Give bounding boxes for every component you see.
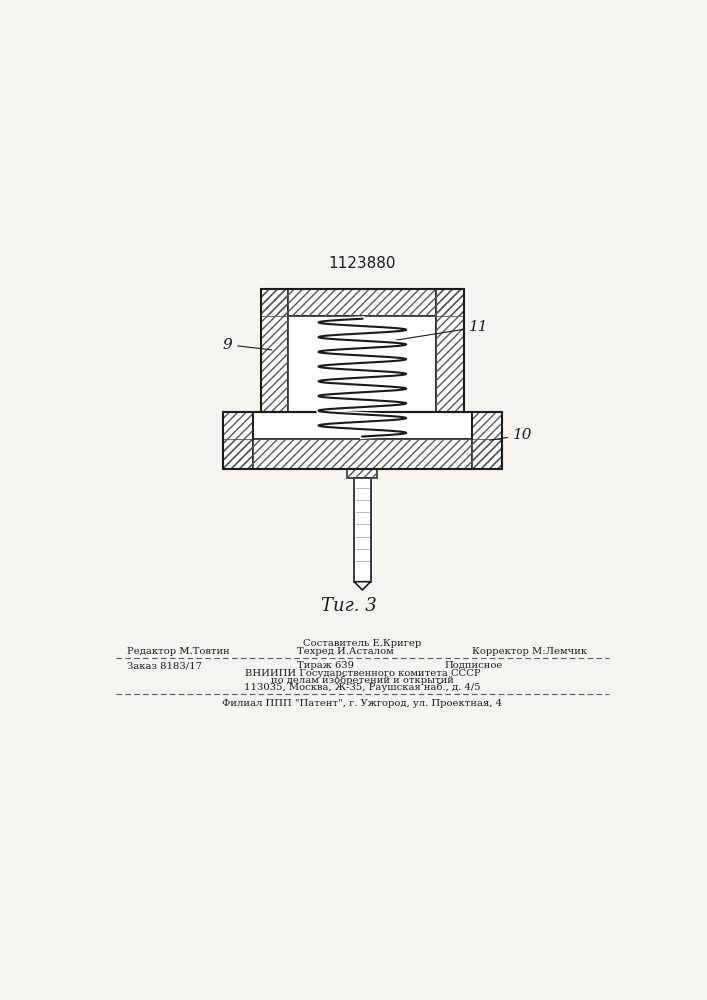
Text: 9: 9	[223, 338, 272, 352]
Text: Тираж 639: Тираж 639	[297, 661, 354, 670]
Polygon shape	[436, 289, 464, 412]
Text: Заказ 8183/17: Заказ 8183/17	[127, 661, 201, 670]
Polygon shape	[354, 478, 370, 582]
Polygon shape	[253, 412, 472, 439]
Polygon shape	[472, 412, 502, 469]
Polygon shape	[354, 582, 370, 590]
Text: 1123880: 1123880	[329, 256, 396, 271]
Polygon shape	[261, 289, 288, 412]
Polygon shape	[347, 469, 378, 478]
Text: по делам изобретений и открытий: по делам изобретений и открытий	[271, 676, 454, 685]
Polygon shape	[223, 412, 253, 469]
Text: 11: 11	[396, 320, 489, 340]
Polygon shape	[261, 289, 464, 316]
Text: Техред И.Асталом: Техред И.Асталом	[297, 647, 393, 656]
Text: 113035, Москва, Ж-35, Раушская наб., д. 4/5: 113035, Москва, Ж-35, Раушская наб., д. …	[244, 683, 481, 692]
Text: Τиг. 3: Τиг. 3	[321, 597, 377, 615]
Text: 10: 10	[490, 428, 532, 442]
Text: Корректор М:Лемчик: Корректор М:Лемчик	[472, 647, 587, 656]
Text: Филиал ППП "Патент", г. Ужгород, ул. Проектная, 4: Филиал ППП "Патент", г. Ужгород, ул. Про…	[222, 699, 503, 708]
Text: Редактор М.Товтин: Редактор М.Товтин	[127, 647, 230, 656]
Polygon shape	[223, 439, 502, 469]
Text: ВНИИПИ Государственного комитета СССР: ВНИИПИ Государственного комитета СССР	[245, 669, 480, 678]
Polygon shape	[288, 316, 436, 412]
Text: Составитель Е.Кригер: Составитель Е.Кригер	[303, 639, 421, 648]
Text: Подписное: Подписное	[445, 661, 503, 670]
